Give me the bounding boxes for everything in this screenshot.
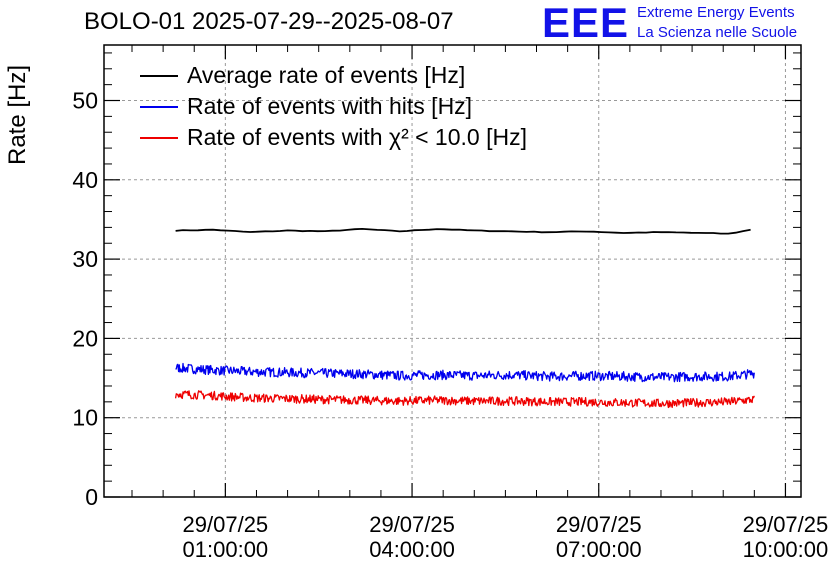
x-tick-label-time: 10:00:00 <box>743 537 829 562</box>
legend-swatch-chi2 <box>140 136 178 139</box>
legend-label-hits: Rate of events with hits [Hz] <box>187 93 473 119</box>
legend-label-average: Average rate of events [Hz] <box>187 62 466 88</box>
series-line-2 <box>175 362 755 383</box>
legend-item-chi2: Rate of events with χ² < 10.0 [Hz] <box>140 122 527 153</box>
eee-logo: EEE <box>542 0 630 46</box>
y-axis-label: Rate [Hz] <box>4 64 31 165</box>
chart-title: BOLO-01 2025-07-29--2025-08-07 <box>84 8 454 35</box>
series-line-1 <box>175 227 751 235</box>
legend-swatch-hits <box>140 105 178 108</box>
y-tick-label: 0 <box>85 484 98 510</box>
legend-label-chi2: Rate of events with χ² < 10.0 [Hz] <box>187 124 527 150</box>
grid-lines <box>104 45 801 497</box>
x-tick-label-date: 29/07/25 <box>556 512 642 537</box>
axis-tick-labels: 0102030405029/07/2501:00:0029/07/2504:00… <box>72 88 828 562</box>
series-line-3 <box>174 390 755 409</box>
y-tick-label: 10 <box>72 405 98 431</box>
x-tick-label-time: 07:00:00 <box>556 537 642 562</box>
x-tick-label-date: 29/07/25 <box>369 512 455 537</box>
x-tick-label-date: 29/07/25 <box>743 512 829 537</box>
logo-line-1: Extreme Energy Events <box>637 4 795 21</box>
y-tick-label: 40 <box>72 167 98 193</box>
plot-frame <box>103 44 802 498</box>
y-tick-label: 20 <box>72 325 98 351</box>
logo-line-2: La Scienza nelle Scuole <box>637 24 798 41</box>
y-tick-label: 50 <box>72 88 98 114</box>
x-tick-label-date: 29/07/25 <box>183 512 269 537</box>
x-tick-label-time: 04:00:00 <box>369 537 455 562</box>
legend-item-hits: Rate of events with hits [Hz] <box>140 91 527 122</box>
axis-ticks <box>104 45 801 498</box>
y-tick-label: 30 <box>72 246 98 272</box>
legend-swatch-average <box>140 74 178 77</box>
legend-item-average: Average rate of events [Hz] <box>140 60 527 91</box>
legend: Average rate of events [Hz] Rate of even… <box>140 60 527 153</box>
series-lines <box>174 227 755 409</box>
x-tick-label-time: 01:00:00 <box>183 537 269 562</box>
